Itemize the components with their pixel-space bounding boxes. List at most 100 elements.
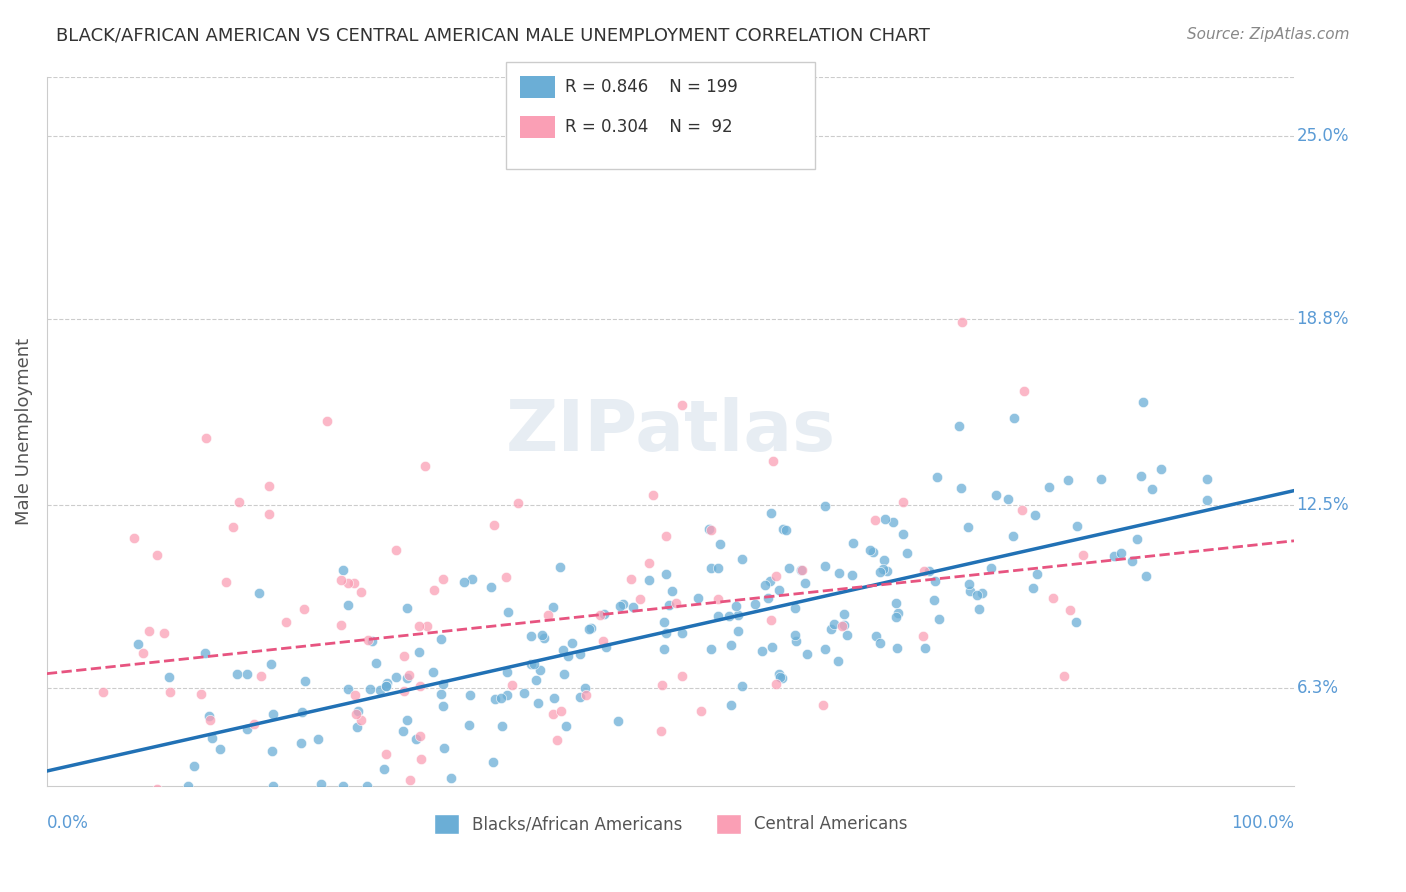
Point: [579, 620, 602, 634]
Point: [813, 698, 835, 712]
Point: [392, 648, 415, 663]
Point: [654, 615, 676, 630]
Point: [225, 666, 247, 681]
Point: [263, 706, 285, 721]
Point: [1150, 462, 1173, 476]
Point: [697, 522, 720, 536]
Point: [765, 568, 787, 582]
Point: [891, 527, 914, 541]
Point: [124, 531, 146, 545]
Point: [717, 609, 740, 624]
Point: [957, 577, 980, 591]
Point: [294, 673, 316, 688]
Point: [876, 564, 898, 578]
Point: [356, 779, 378, 793]
Point: [706, 561, 728, 575]
Point: [831, 618, 853, 632]
Point: [928, 612, 950, 626]
Point: [257, 507, 280, 521]
Point: [346, 720, 368, 734]
Point: [260, 744, 283, 758]
Point: [950, 315, 973, 329]
Point: [364, 657, 387, 671]
Point: [658, 598, 681, 612]
Point: [578, 622, 600, 636]
Point: [775, 523, 797, 537]
Point: [886, 606, 908, 620]
Point: [350, 713, 373, 727]
Point: [727, 624, 749, 638]
Point: [751, 644, 773, 658]
Point: [761, 613, 783, 627]
Point: [557, 648, 579, 663]
Text: 100.0%: 100.0%: [1232, 814, 1294, 832]
Text: R = 0.304    N =  92: R = 0.304 N = 92: [565, 118, 733, 136]
Point: [541, 707, 564, 722]
Point: [236, 722, 259, 736]
Point: [574, 681, 596, 695]
Point: [458, 688, 481, 702]
Point: [411, 752, 433, 766]
Point: [1102, 549, 1125, 563]
Point: [671, 398, 693, 412]
Point: [215, 575, 238, 590]
Text: 6.3%: 6.3%: [1296, 680, 1339, 698]
Point: [385, 670, 408, 684]
Point: [344, 707, 367, 722]
Point: [146, 782, 169, 797]
Point: [347, 704, 370, 718]
Y-axis label: Male Unemployment: Male Unemployment: [15, 338, 32, 525]
Point: [399, 773, 422, 788]
Point: [980, 561, 1002, 575]
Point: [491, 691, 513, 706]
Point: [896, 545, 918, 559]
Point: [330, 574, 353, 588]
Point: [872, 561, 894, 575]
Point: [655, 567, 678, 582]
Point: [1026, 567, 1049, 582]
Point: [785, 628, 807, 642]
Point: [792, 563, 814, 577]
Point: [461, 572, 484, 586]
Point: [332, 563, 354, 577]
Point: [671, 626, 693, 640]
Point: [823, 617, 845, 632]
Point: [1109, 546, 1132, 560]
Point: [208, 741, 231, 756]
Point: [336, 682, 359, 697]
Point: [641, 488, 664, 502]
Point: [101, 808, 124, 822]
Point: [498, 605, 520, 619]
Point: [814, 642, 837, 657]
Point: [440, 771, 463, 785]
Point: [395, 600, 418, 615]
Point: [415, 618, 437, 632]
Point: [195, 431, 218, 445]
Point: [316, 414, 339, 428]
Point: [201, 731, 224, 745]
Point: [422, 665, 444, 679]
Point: [1022, 581, 1045, 595]
Point: [127, 637, 149, 651]
Point: [482, 755, 505, 769]
Point: [621, 599, 644, 614]
Point: [770, 671, 793, 685]
Point: [785, 634, 807, 648]
Point: [1195, 492, 1218, 507]
Point: [651, 678, 673, 692]
Point: [886, 596, 908, 610]
Point: [375, 747, 398, 762]
Point: [1011, 502, 1033, 516]
Point: [501, 678, 523, 692]
Point: [638, 573, 661, 587]
Point: [374, 679, 396, 693]
Point: [873, 512, 896, 526]
Point: [924, 574, 946, 589]
Point: [375, 676, 398, 690]
Point: [1132, 395, 1154, 409]
Point: [496, 665, 519, 679]
Point: [546, 733, 568, 747]
Point: [541, 600, 564, 615]
Point: [765, 676, 787, 690]
Point: [671, 669, 693, 683]
